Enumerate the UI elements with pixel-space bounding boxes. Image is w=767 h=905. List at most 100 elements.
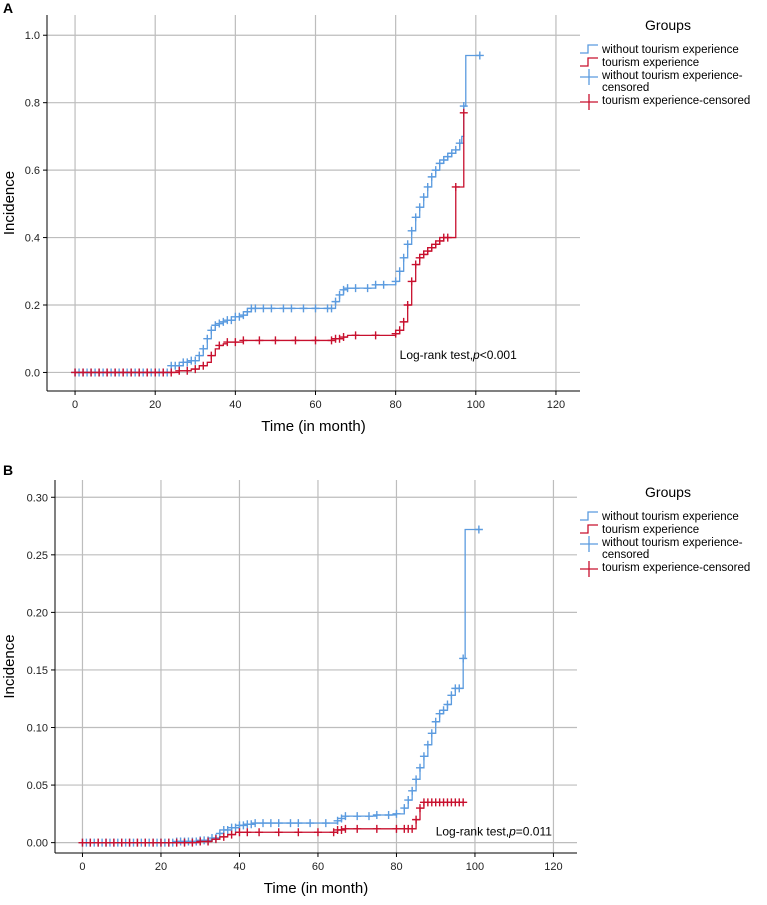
censor-marks-tourism <box>71 108 468 377</box>
x-tick-label: 80 <box>390 861 402 873</box>
censor-mark <box>351 284 360 293</box>
censor-mark <box>231 338 240 347</box>
x-tick-label: 0 <box>79 861 85 873</box>
x-tick-label: 100 <box>466 861 484 873</box>
y-tick-label: 0.00 <box>27 838 48 850</box>
censor-mark <box>311 336 320 345</box>
panel-b: B 0 20 40 60 80 100 120 0.00 0.05 0.10 0.15 0.20 0.2… <box>0 462 767 900</box>
x-tick-label: 120 <box>547 399 565 411</box>
censor-mark <box>151 368 160 377</box>
censor-mark <box>447 149 456 158</box>
censor-mark <box>339 333 348 342</box>
y-axis-label: Incidence <box>1 171 18 235</box>
censor-mark <box>327 304 336 313</box>
annotation-p-symbol: p <box>508 825 516 839</box>
censor-mark <box>395 326 404 335</box>
censor-mark <box>364 812 373 821</box>
y-tick-label: 0.6 <box>25 165 40 177</box>
censor-mark <box>447 691 456 700</box>
censor-mark <box>331 297 340 306</box>
censor-mark <box>353 824 362 833</box>
censor-mark <box>363 284 372 293</box>
censor-mark <box>384 811 393 820</box>
censor-mark <box>412 775 421 784</box>
censor-mark <box>183 358 192 367</box>
censor-mark <box>180 838 189 847</box>
censor-mark <box>335 334 344 343</box>
censor-mark <box>274 828 283 837</box>
censor-mark <box>235 828 244 837</box>
x-tick-label: 20 <box>149 399 161 411</box>
censor-mark <box>335 290 344 299</box>
censor-mark <box>143 368 152 377</box>
censor-mark <box>125 838 134 847</box>
censor-mark <box>207 351 216 360</box>
legend-label-line: without tourism experience- <box>601 70 743 82</box>
censor-mark <box>423 740 432 749</box>
legend-label-line: tourism experience-censored <box>602 562 750 574</box>
censor-mark <box>183 366 192 375</box>
x-tick-label: 0 <box>72 399 78 411</box>
censor-mark <box>211 835 220 844</box>
censor-mark <box>403 301 412 310</box>
censor-mark <box>215 341 224 350</box>
panel-label: B <box>3 462 14 478</box>
censor-mark <box>86 838 95 847</box>
censor-mark <box>311 304 320 313</box>
legend-title: Groups <box>645 484 691 500</box>
censor-mark <box>408 824 417 833</box>
censor-mark <box>111 368 120 377</box>
x-tick-label: 40 <box>229 399 241 411</box>
x-tick-label: 80 <box>390 399 402 411</box>
censor-mark <box>109 838 118 847</box>
censor-mark <box>451 182 460 191</box>
censor-mark <box>219 832 228 841</box>
censor-mark <box>371 280 380 289</box>
censor-mark <box>392 824 401 833</box>
x-tick-label: 40 <box>233 861 245 873</box>
censor-mark <box>287 304 296 313</box>
censor-mark <box>119 368 128 377</box>
censor-mark <box>102 838 111 847</box>
y-tick-label: 1.0 <box>25 30 40 42</box>
censor-mark <box>71 368 80 377</box>
censor-mark <box>353 812 362 821</box>
censor-mark <box>455 139 464 148</box>
censor-mark <box>419 193 428 202</box>
censor-mark <box>443 152 452 161</box>
x-axis-label: Time (in month) <box>261 418 365 435</box>
censor-mark <box>459 102 468 111</box>
censor-mark <box>439 706 448 715</box>
legend-label-line: censored <box>602 549 649 561</box>
censor-mark <box>103 368 112 377</box>
censor-mark <box>451 145 460 154</box>
censor-mark <box>408 786 417 795</box>
legend-label: without tourism experience <box>601 44 739 56</box>
y-tick-label: 0.30 <box>27 492 48 504</box>
censor-mark <box>127 368 136 377</box>
censor-mark <box>475 51 484 60</box>
censor-mark <box>427 243 436 252</box>
censor-mark <box>431 166 440 175</box>
censor-mark <box>343 284 352 293</box>
censor-mark <box>164 838 173 847</box>
censor-mark <box>341 824 350 833</box>
censor-mark <box>399 317 408 326</box>
panel-a: A 0 20 40 60 80 100 120 0.0 0.2 0.4 0.6 0.8 1.0 Time … <box>0 0 767 450</box>
censor-mark <box>474 525 483 534</box>
y-tick-label: 0.25 <box>27 550 48 562</box>
censor-mark <box>403 240 412 249</box>
censor-mark <box>196 837 205 846</box>
censor-mark <box>427 172 436 181</box>
censor-mark <box>395 267 404 276</box>
censor-mark <box>215 829 224 838</box>
censor-mark <box>404 796 413 805</box>
x-tick-label: 60 <box>312 861 324 873</box>
legend-swatch-without-tourism-censored <box>580 69 598 85</box>
censor-mark <box>391 329 400 338</box>
panel-label: A <box>3 0 14 16</box>
censor-mark <box>255 828 264 837</box>
legend-label-line: censored <box>602 82 649 94</box>
